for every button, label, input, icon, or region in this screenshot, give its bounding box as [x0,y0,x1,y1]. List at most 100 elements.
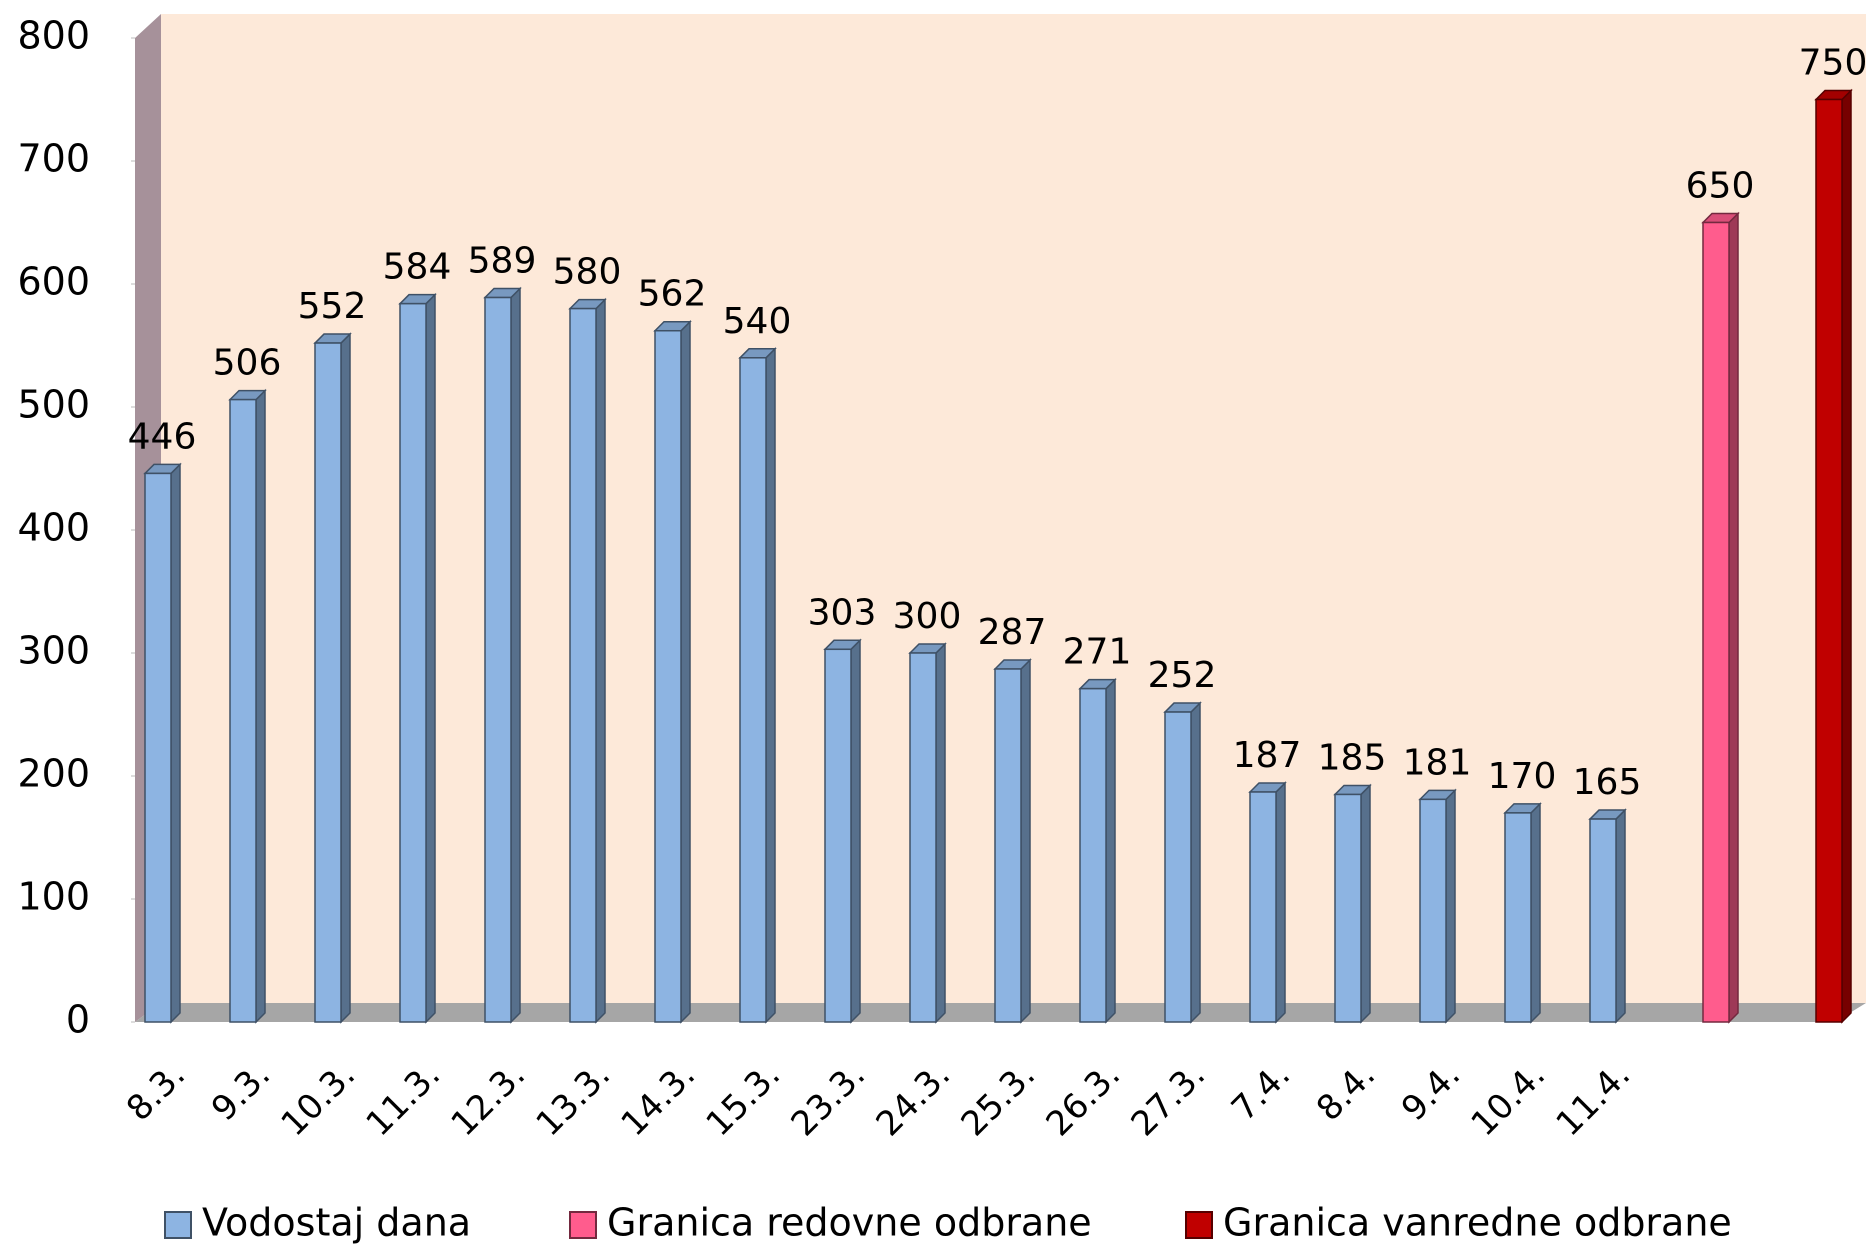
x-tick-label: 23.3. [784,1055,873,1144]
bar-front [1249,791,1277,1023]
value-label: 185 [1318,737,1387,778]
value-label: 271 [1063,632,1132,673]
value-label: 252 [1148,655,1217,696]
bar-side [850,638,861,1024]
legend-swatch [1185,1211,1213,1239]
bar-side [1615,808,1626,1024]
bar [738,346,777,1024]
bar [1418,788,1457,1024]
bar-side [425,292,436,1024]
bar-side [510,286,521,1024]
legend-label: Granica redovne odbrane [607,1201,1092,1245]
bar-front [1504,812,1532,1023]
bar-side [255,388,266,1024]
bar-side [1020,658,1031,1024]
bar-side [935,642,946,1024]
x-tick-label: 7.4. [1224,1055,1298,1129]
bar-front [569,307,597,1023]
value-label: 506 [213,343,282,384]
x-tick-label: 13.3. [529,1055,618,1144]
value-label: 589 [468,241,537,282]
bar-side [340,332,351,1024]
bar-front [909,652,937,1023]
y-tick-label: 800 [17,14,90,58]
bar [228,388,267,1024]
y-tick-label: 0 [66,998,90,1042]
y-tick-label: 500 [17,383,90,427]
bar-side [1445,788,1456,1024]
y-tick-label: 400 [17,506,90,550]
bar-front [314,342,342,1023]
bar-front [739,357,767,1023]
bar-front [1164,711,1192,1023]
bar [823,638,862,1024]
bar [1333,783,1372,1024]
x-tick-label: 26.3. [1039,1055,1128,1144]
value-label: 446 [128,416,197,457]
bar-front [229,398,257,1023]
bar [1248,781,1287,1024]
y-tick-label: 700 [17,137,90,181]
bar [398,292,437,1024]
value-label: 303 [808,592,877,633]
x-tick-label: 15.3. [699,1055,788,1144]
value-label: 584 [383,247,452,288]
y-tick-label: 300 [17,629,90,673]
bar-front [1702,221,1730,1023]
bar-front [1815,98,1843,1023]
bar-side [1105,677,1116,1024]
bar [1701,211,1740,1024]
bar-front [1419,798,1447,1023]
legend-label: Vodostaj dana [202,1201,471,1245]
value-label: 650 [1686,166,1755,207]
bar-front [1334,793,1362,1023]
x-tick-label: 11.4. [1549,1055,1638,1144]
value-label: 580 [553,252,622,293]
value-label: 181 [1403,742,1472,783]
value-label: 552 [298,286,367,327]
value-label: 165 [1573,762,1642,803]
bar-side [1360,783,1371,1024]
bar-front [1589,818,1617,1023]
x-tick-label: 9.4. [1394,1055,1468,1129]
legend-swatch [164,1211,192,1239]
bar-front [484,296,512,1023]
bar [1163,701,1202,1024]
value-label: 540 [723,301,792,342]
x-tick-label: 27.3. [1124,1055,1213,1144]
bar-side [1275,781,1286,1024]
bar [993,658,1032,1024]
bar-front [1079,687,1107,1023]
bar [1078,677,1117,1024]
bar-front [399,302,427,1023]
bar-side [765,346,776,1024]
y-tick-label: 100 [17,875,90,919]
bar [313,332,352,1024]
legend-swatch [569,1211,597,1239]
bar-side [680,319,691,1024]
bar-side [595,297,606,1024]
x-tick-label: 24.3. [869,1055,958,1144]
x-tick-label: 25.3. [954,1055,1043,1144]
bar-front [824,648,852,1023]
bar-side [1190,701,1201,1024]
bar [568,297,607,1024]
bar [908,642,947,1024]
value-label: 750 [1799,43,1866,84]
bar [1503,802,1542,1024]
x-tick-label: 10.3. [274,1055,363,1144]
bar-front [144,472,172,1023]
bar [653,319,692,1024]
bar [1588,808,1627,1024]
x-tick-label: 10.4. [1464,1055,1553,1144]
bar [483,286,522,1024]
x-tick-label: 8.3. [119,1055,193,1129]
value-label: 170 [1488,756,1557,797]
x-tick-label: 8.4. [1309,1055,1383,1129]
bar-side [1841,88,1852,1024]
bar-side [170,462,181,1024]
y-tick-label: 600 [17,260,90,304]
bar-front [654,329,682,1023]
